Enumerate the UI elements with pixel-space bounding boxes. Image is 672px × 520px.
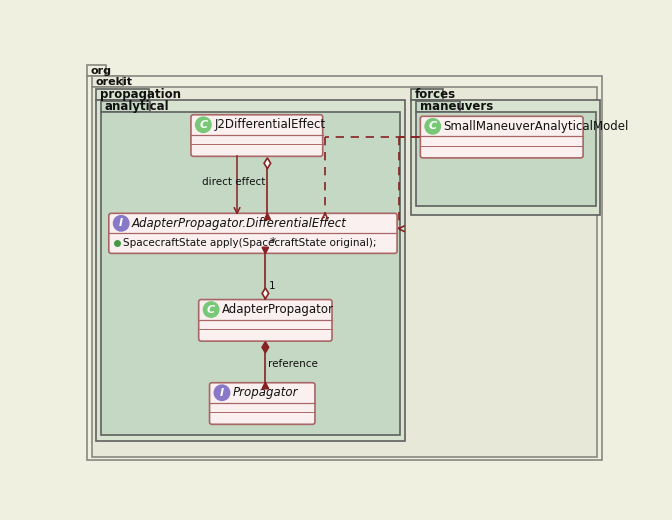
Text: SmallManeuverAnalyticalModel: SmallManeuverAnalyticalModel <box>444 120 629 133</box>
Bar <box>416 112 595 205</box>
Text: orekit: orekit <box>95 76 132 87</box>
FancyBboxPatch shape <box>199 300 332 341</box>
Text: AdapterPropagator: AdapterPropagator <box>222 303 334 316</box>
Text: I: I <box>220 388 224 398</box>
Text: maneuvers: maneuvers <box>419 100 493 113</box>
Circle shape <box>196 117 211 133</box>
Text: direct effect: direct effect <box>202 177 265 187</box>
Text: SpacecraftState apply(SpacecraftState original);: SpacecraftState apply(SpacecraftState or… <box>123 238 376 248</box>
Text: reference: reference <box>268 359 319 369</box>
Bar <box>96 88 149 100</box>
Bar <box>411 88 444 100</box>
FancyBboxPatch shape <box>109 213 397 253</box>
FancyBboxPatch shape <box>421 116 583 158</box>
Text: C: C <box>429 121 437 132</box>
Circle shape <box>425 119 441 134</box>
Polygon shape <box>262 247 268 253</box>
Circle shape <box>114 216 129 231</box>
Text: Propagator: Propagator <box>233 386 298 399</box>
FancyBboxPatch shape <box>191 115 323 157</box>
Polygon shape <box>262 342 269 353</box>
Bar <box>101 101 150 112</box>
Text: J2DifferentialEffect: J2DifferentialEffect <box>214 118 325 131</box>
Polygon shape <box>262 288 269 299</box>
Polygon shape <box>262 383 268 389</box>
Text: AdapterPropagator.DifferentialEffect: AdapterPropagator.DifferentialEffect <box>132 217 347 230</box>
Text: C: C <box>207 305 215 315</box>
Bar <box>416 101 460 112</box>
Text: forces: forces <box>415 88 456 101</box>
Bar <box>92 76 122 87</box>
Bar <box>411 100 600 215</box>
Circle shape <box>204 302 219 317</box>
FancyBboxPatch shape <box>210 383 315 424</box>
Circle shape <box>214 385 230 400</box>
Text: analytical: analytical <box>105 100 169 113</box>
Bar <box>101 112 401 435</box>
Polygon shape <box>264 158 271 168</box>
Text: *: * <box>269 236 276 249</box>
Bar <box>96 100 405 441</box>
Text: org: org <box>91 66 112 76</box>
Text: propagation: propagation <box>100 88 181 101</box>
Bar <box>87 66 106 76</box>
Text: I: I <box>119 218 123 228</box>
Text: 1: 1 <box>269 281 276 291</box>
Text: C: C <box>200 120 208 130</box>
Polygon shape <box>264 213 270 219</box>
